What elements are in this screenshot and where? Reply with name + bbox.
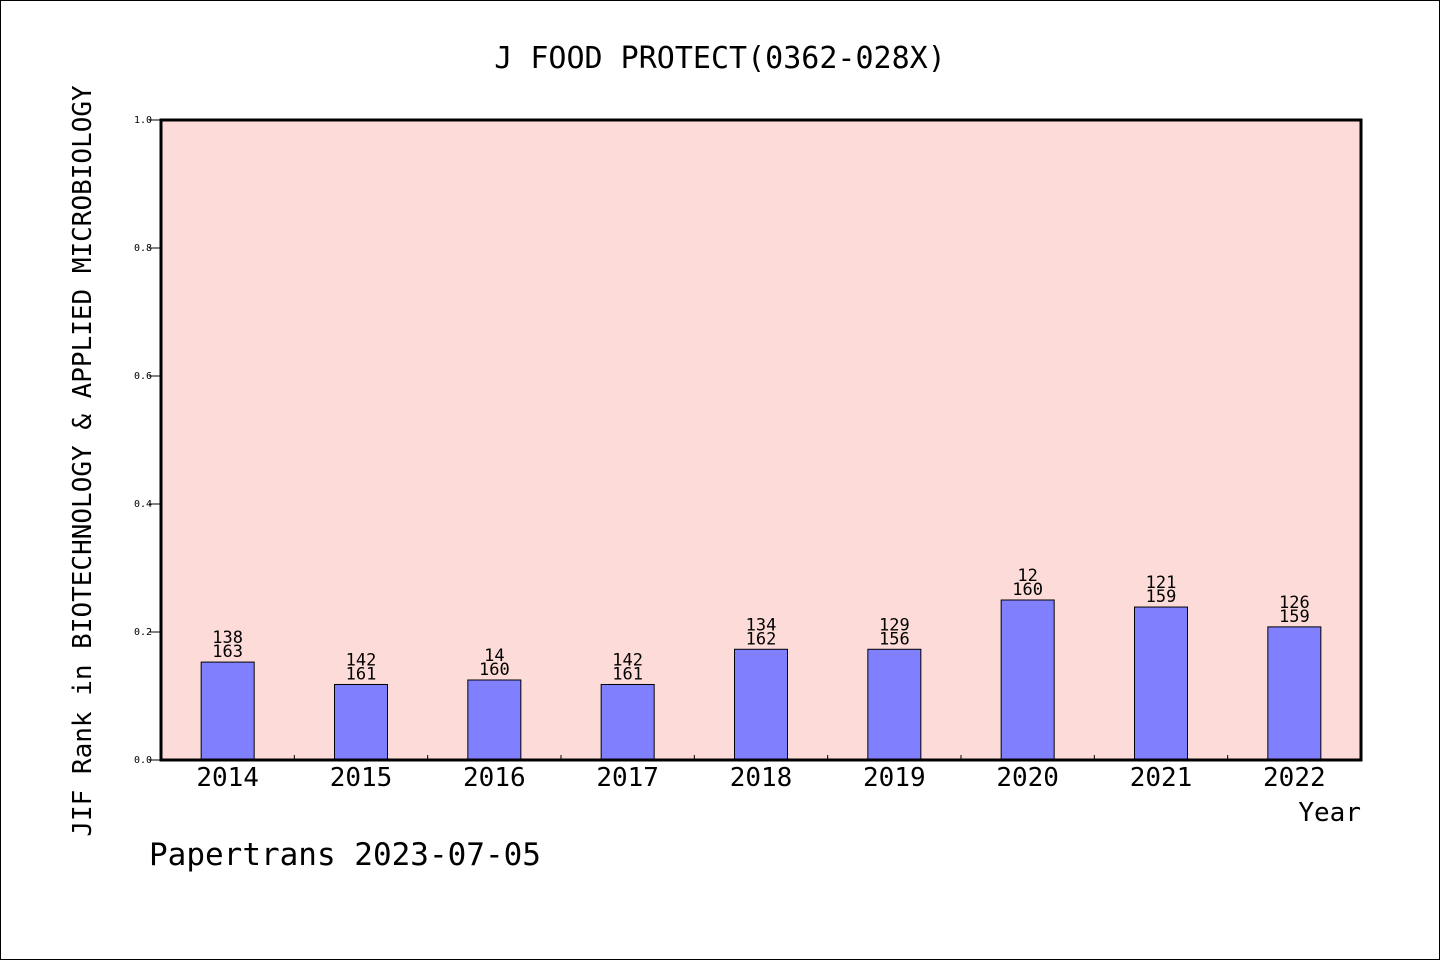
chart-title: J FOOD PROTECT(0362-028X) <box>494 41 946 76</box>
bar-total-label: 156 <box>879 629 910 649</box>
bar-2021 <box>1134 606 1188 761</box>
bar-2020 <box>1000 599 1055 761</box>
x-axis-tick-labels: 2014 2015 2016 2017 2018 2019 2020 2021 2022 <box>196 763 1325 793</box>
y-tick-label: 1.0 <box>134 115 152 126</box>
bar-rank-label: 126 <box>1279 593 1310 613</box>
bar-rank-label: 142 <box>612 650 643 670</box>
x-tick-label: 2019 <box>863 763 926 793</box>
bar-total-label: 159 <box>1146 587 1177 607</box>
bar-total-label: 163 <box>212 642 243 662</box>
y-tick-label: 0.8 <box>134 243 152 254</box>
bar-total-label: 161 <box>346 664 377 684</box>
footer-watermark: Papertrans 2023-07-05 <box>149 837 541 873</box>
bar-2017 <box>600 683 655 761</box>
bar-rank-label: 129 <box>879 615 910 635</box>
bar-rank-label: 134 <box>746 615 777 635</box>
x-tick-label: 2015 <box>330 763 393 793</box>
bar-2022 <box>1267 626 1322 761</box>
y-tick-label: 0.4 <box>134 499 152 510</box>
bar-2016 <box>467 679 522 761</box>
x-tick-label: 2014 <box>196 763 259 793</box>
x-tick-label: 2018 <box>730 763 793 793</box>
bar-2014 <box>200 661 255 761</box>
bar-rank-label: 12 <box>1017 566 1037 586</box>
bar-total-label: 162 <box>746 629 777 649</box>
x-tick-label: 2020 <box>996 763 1059 793</box>
x-axis-label: Year <box>1298 798 1361 828</box>
bar-2019 <box>867 648 922 761</box>
x-tick-label: 2022 <box>1263 763 1326 793</box>
x-tick-label: 2017 <box>596 763 659 793</box>
bar-total-label: 160 <box>479 660 510 680</box>
bar-total-label: 161 <box>612 664 643 684</box>
x-tick-label: 2016 <box>463 763 526 793</box>
y-tick-label: 0.0 <box>134 755 152 766</box>
y-tick-label: 0.2 <box>134 627 152 638</box>
bar-2015 <box>334 683 388 761</box>
bar-total-label: 159 <box>1279 607 1310 627</box>
y-tick-label: 0.6 <box>134 371 152 382</box>
bar-rank-label: 14 <box>484 646 504 666</box>
bar-rank-label: 138 <box>212 628 243 648</box>
bar-2018 <box>734 648 788 761</box>
y-axis-label: JIF Rank in BIOTECHNOLOGY & APPLIED MICR… <box>68 85 98 837</box>
plot-frame <box>159 118 1363 762</box>
y-axis-ticks: 0.0 0.2 0.4 0.6 0.8 1.0 <box>134 115 161 766</box>
bar-series <box>200 599 1322 761</box>
bar-rank-label: 142 <box>346 650 377 670</box>
bar-total-label: 160 <box>1012 580 1043 600</box>
x-tick-label: 2021 <box>1130 763 1193 793</box>
bar-rank-label: 121 <box>1146 573 1177 593</box>
